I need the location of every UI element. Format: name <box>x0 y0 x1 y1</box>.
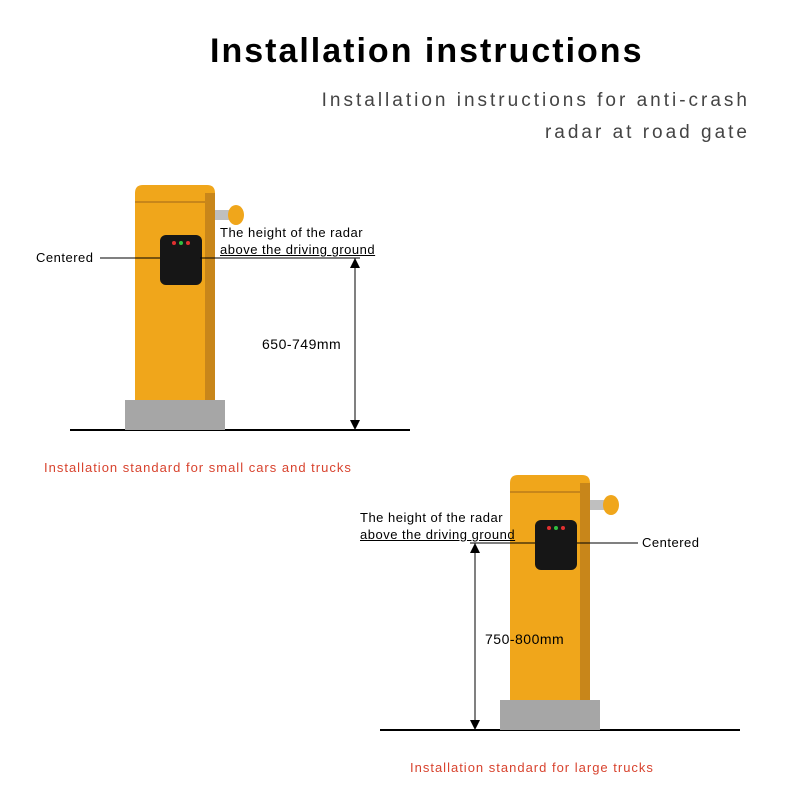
height-label-small: The height of the radar above the drivin… <box>220 225 375 259</box>
radar-led-green-small <box>179 241 183 245</box>
radar-led-green-large <box>554 526 558 530</box>
arm-knob-small <box>228 205 244 225</box>
range-label-small: 650-749mm <box>262 335 341 353</box>
base-large <box>500 700 600 730</box>
height-label-large-l2: above the driving ground <box>360 527 515 542</box>
height-label-small-l2: above the driving ground <box>220 242 375 257</box>
body-shadow-large <box>580 483 590 700</box>
radar-led-red-large <box>547 526 551 530</box>
centered-label-large: Centered <box>642 535 699 552</box>
body-small <box>135 185 215 400</box>
arm-knob-large <box>603 495 619 515</box>
body-shadow-small <box>205 193 215 400</box>
subtitle-line1: Installation instructions for anti-crash <box>322 90 750 111</box>
subtitle: Installation instructions for anti-crash… <box>210 90 750 144</box>
radar-small <box>160 235 202 285</box>
caption-small: Installation standard for small cars and… <box>44 460 352 475</box>
gate-small <box>70 185 410 430</box>
radar-led-red2-small <box>186 241 190 245</box>
main-title: Installation instructions <box>210 32 643 71</box>
base-small <box>125 400 225 430</box>
radar-led-red2-large <box>561 526 565 530</box>
radar-large <box>535 520 577 570</box>
dim-arrow-bot-small <box>350 420 360 430</box>
centered-label-small: Centered <box>36 250 93 267</box>
subtitle-line2: radar at road gate <box>545 122 750 144</box>
radar-led-red-small <box>172 241 176 245</box>
dim-arrow-top-large <box>470 543 480 553</box>
caption-large: Installation standard for large trucks <box>410 760 654 775</box>
arm-stub-small <box>215 210 229 220</box>
height-label-large: The height of the radar above the drivin… <box>360 510 515 544</box>
range-label-large: 750-800mm <box>485 630 564 648</box>
height-label-small-l1: The height of the radar <box>220 225 363 240</box>
body-large <box>510 475 590 700</box>
arm-stub-large <box>590 500 604 510</box>
dim-arrow-top-small <box>350 258 360 268</box>
dim-arrow-bot-large <box>470 720 480 730</box>
height-label-large-l1: The height of the radar <box>360 510 503 525</box>
